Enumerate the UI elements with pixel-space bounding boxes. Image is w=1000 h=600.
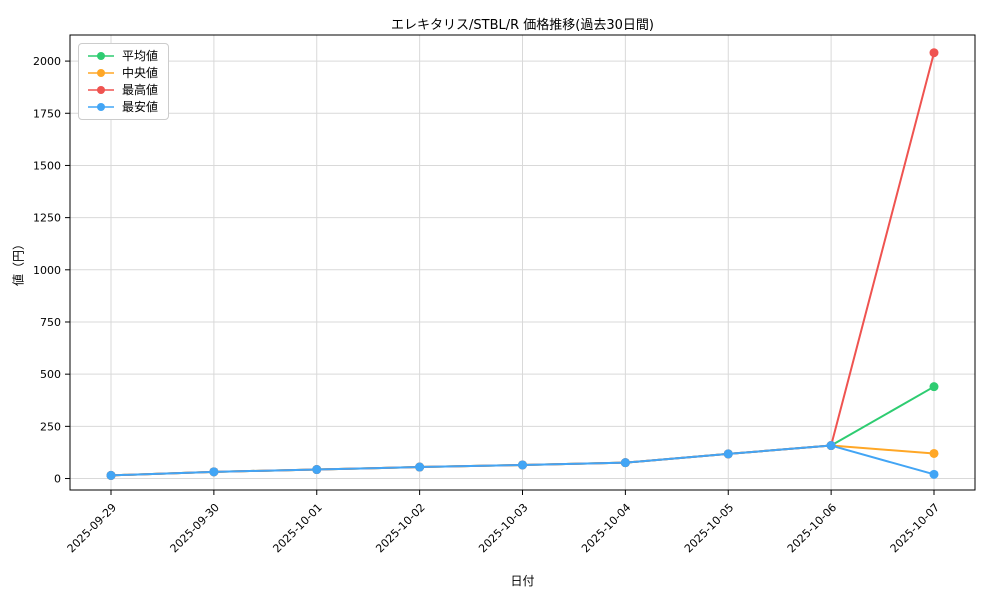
legend-item: 最安値	[87, 101, 158, 113]
legend-label: 最高値	[122, 83, 159, 97]
data-point	[929, 469, 939, 479]
y-tick-label: 0	[54, 473, 61, 486]
x-tick-label: 2025-10-07	[888, 501, 942, 555]
x-tick-label: 2025-10-06	[785, 501, 839, 555]
y-tick-label: 1500	[33, 159, 61, 172]
data-point	[929, 382, 939, 392]
y-tick-label: 1000	[33, 264, 61, 277]
legend-item: 最高値	[87, 84, 158, 96]
legend-label: 平均値	[122, 49, 159, 63]
legend-label: 中央値	[122, 66, 159, 80]
x-tick-label: 2025-10-03	[476, 501, 530, 555]
y-tick-label: 750	[40, 316, 61, 329]
data-point	[518, 460, 527, 470]
x-tick-label: 2025-09-30	[168, 501, 222, 555]
legend-label: 最安値	[122, 100, 159, 114]
legend-item: 中央値	[87, 67, 158, 79]
legend-marker-icon	[88, 103, 114, 111]
axes-frame	[69, 34, 976, 491]
data-point	[415, 462, 425, 472]
x-tick-label: 2025-09-29	[65, 501, 119, 555]
data-point	[209, 467, 219, 477]
x-tick-label: 2025-10-04	[579, 501, 633, 555]
y-tick-label: 500	[40, 368, 61, 381]
y-tick-label: 1750	[33, 107, 61, 120]
data-point	[312, 465, 322, 475]
data-point	[620, 458, 630, 468]
y-axis-label: 値（円）	[11, 237, 26, 287]
legend-item: 平均値	[87, 50, 158, 62]
legend-marker-icon	[88, 52, 114, 60]
data-point	[106, 470, 116, 480]
x-tick-label: 2025-10-02	[373, 501, 427, 555]
y-tick-label: 250	[40, 420, 61, 433]
legend-marker-icon	[88, 86, 114, 94]
x-tick-label: 2025-10-01	[270, 501, 324, 555]
x-axis-label: 日付	[510, 574, 535, 588]
y-tick-label: 2000	[33, 55, 61, 68]
data-point	[826, 441, 836, 451]
data-point	[929, 48, 939, 58]
y-tick-label: 1250	[33, 212, 61, 225]
data-point	[929, 448, 939, 458]
x-tick-label: 2025-10-05	[682, 501, 736, 555]
legend: 平均値中央値最高値最安値	[78, 43, 170, 120]
legend-marker-icon	[88, 69, 114, 77]
chart-title: エレキタリス/STBL/R 価格推移(過去30日間)	[391, 18, 654, 33]
data-point	[723, 449, 733, 459]
